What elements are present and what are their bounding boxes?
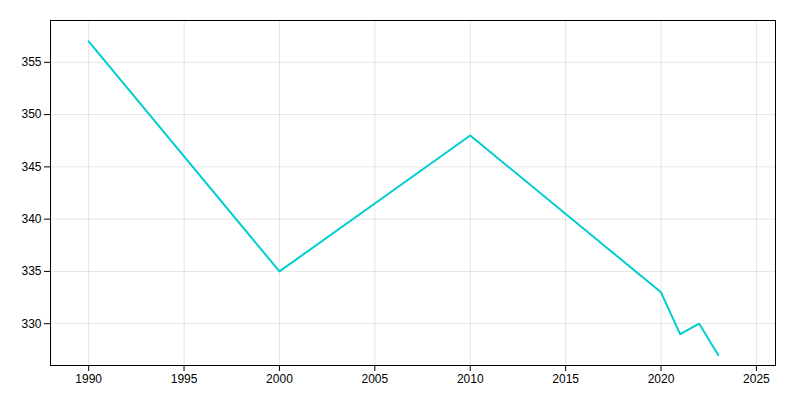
- svg-text:1990: 1990: [75, 372, 102, 386]
- svg-text:2000: 2000: [266, 372, 293, 386]
- svg-text:335: 335: [21, 264, 41, 278]
- svg-text:340: 340: [21, 212, 41, 226]
- svg-text:350: 350: [21, 107, 41, 121]
- svg-text:355: 355: [21, 55, 41, 69]
- svg-text:2010: 2010: [457, 372, 484, 386]
- svg-text:330: 330: [21, 317, 41, 331]
- svg-text:2005: 2005: [361, 372, 388, 386]
- svg-text:2020: 2020: [648, 372, 675, 386]
- svg-text:2025: 2025: [743, 372, 770, 386]
- svg-text:2015: 2015: [552, 372, 579, 386]
- svg-text:1995: 1995: [171, 372, 198, 386]
- svg-text:345: 345: [21, 160, 41, 174]
